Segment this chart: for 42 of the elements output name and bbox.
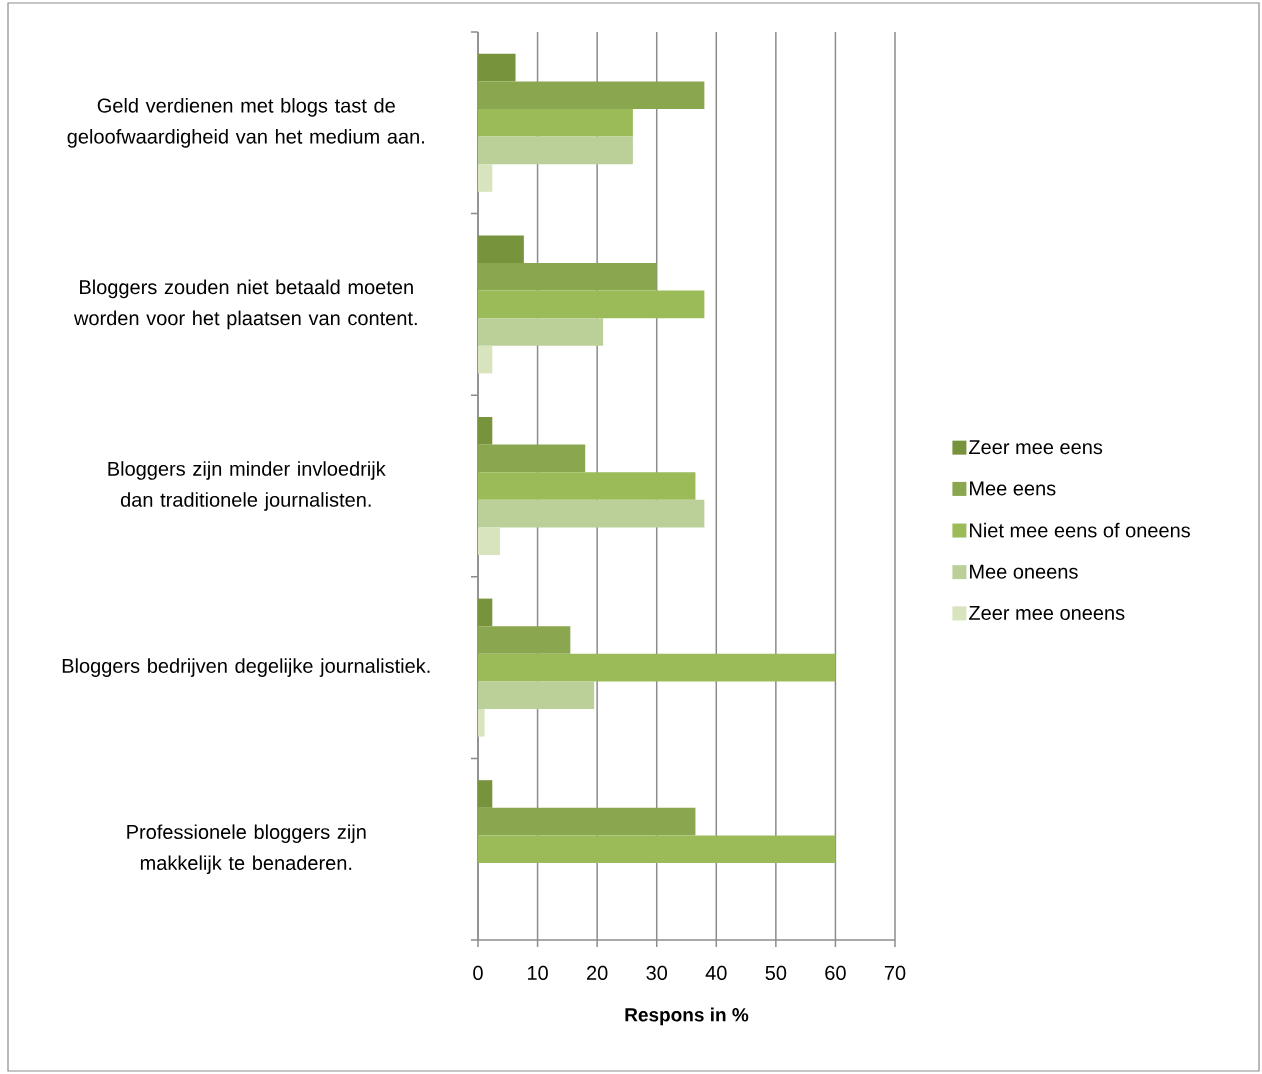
- bar: [478, 527, 501, 556]
- bar: [478, 835, 836, 863]
- legend-label: Zeer mee oneens: [969, 606, 1125, 620]
- bar: [478, 807, 696, 836]
- bar: [478, 653, 836, 682]
- bar: [478, 626, 571, 654]
- bar: [478, 598, 493, 627]
- x-axis-title: Respons in %: [625, 1007, 749, 1026]
- bar: [478, 345, 493, 374]
- bar: [478, 109, 633, 137]
- bar: [478, 235, 524, 263]
- bar: [478, 318, 604, 346]
- bar: [478, 499, 705, 528]
- bar: [478, 416, 493, 445]
- bar: [478, 290, 705, 319]
- x-tick-label: 60: [825, 965, 846, 981]
- bar: [478, 472, 696, 500]
- x-tick-label: 40: [705, 965, 727, 981]
- bar: [478, 53, 516, 82]
- bar: [478, 81, 705, 109]
- legend-label: Zeer mee eens: [969, 440, 1103, 455]
- bar: [478, 164, 493, 192]
- x-tick-label: 50: [765, 965, 787, 981]
- legend-label: Niet mee eens of oneens: [970, 522, 1190, 538]
- x-tick-label: 0: [473, 965, 483, 981]
- bar: [478, 444, 586, 473]
- y-tick-label: Professionele bloggers zijn makkelijk te benaderen.: [127, 824, 366, 875]
- legend-label: Mee oneens: [970, 564, 1078, 579]
- x-tick-label: 30: [646, 965, 668, 981]
- bar: [478, 681, 595, 709]
- x-tick-label: 10: [527, 965, 548, 981]
- y-tick-label: Bloggers zouden niet betaald moeten worden voor het plaatsen van content.: [73, 279, 417, 330]
- y-tick-label: Bloggers zijn minder invloedrijk dan traditionele journalisten.: [108, 461, 386, 511]
- x-tick-label: 20: [587, 965, 608, 981]
- x-tick-label: 70: [884, 965, 906, 981]
- bar: [478, 780, 493, 808]
- legend-label: Mee eens: [970, 481, 1056, 496]
- bar: [478, 263, 657, 291]
- bar: [478, 136, 633, 165]
- bar: [478, 709, 485, 737]
- y-tick-label: Geld verdienen met blogs tast de geloofwaardigheid van het medium aan.: [67, 97, 424, 148]
- y-tick-label: Bloggers bedrijven degelijke journalistiek.: [62, 658, 430, 677]
